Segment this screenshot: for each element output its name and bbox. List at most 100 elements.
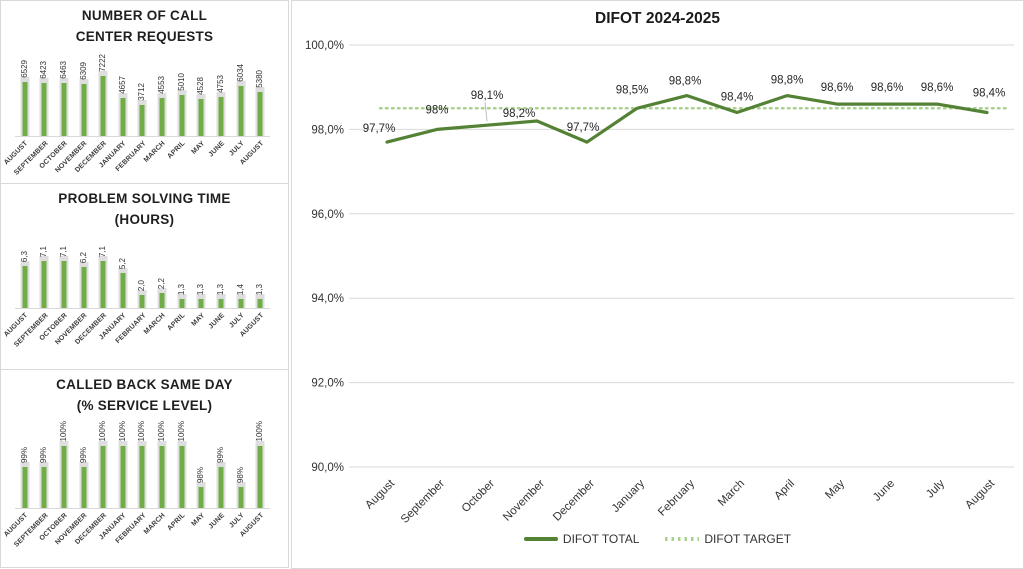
bar-column: 99% [15,446,35,508]
bar-column: 100% [172,421,192,508]
data-label: 98,6% [871,82,904,94]
bar [179,94,185,136]
bar-column: 7,1 [54,246,74,308]
x-axis-label: APRIL [166,511,187,533]
bar-column: 98% [191,446,211,508]
bar [139,104,145,136]
bar-value-label: 7,1 [59,245,69,257]
bar-column: 1,3 [172,258,192,308]
x-axis-label: JUNE [207,311,226,331]
bar-column: 6034 [231,64,251,136]
bar-value-label: 6529 [19,60,29,78]
bar-value-label: 1,4 [235,283,245,295]
x-axis-tick-label: September [399,478,447,526]
bar-column: 5,2 [113,258,133,308]
bar-value-label: 2,0 [137,279,147,291]
bar-value-label: 4657 [117,76,127,94]
bar-value-label: 5010 [176,73,186,91]
x-axis-tick-label: March [716,478,747,509]
data-label: 98,8% [669,76,702,88]
bar-column: 6463 [54,61,74,136]
y-axis-tick-label: 90,0% [311,462,344,474]
data-label: 98,6% [921,82,954,94]
bar-column: 1,3 [211,258,231,308]
bar [41,466,47,508]
bar-value-label: 3712 [137,83,147,101]
bar-column: 2,2 [152,258,172,308]
bar-value-label: 7,1 [39,245,49,257]
x-axis-label: MAY [190,511,207,528]
x-axis-tick-label: December [551,478,597,524]
chart-title-line: CENTER REQUESTS [75,28,214,44]
bar-value-label: 100% [117,421,127,442]
bar [41,82,47,136]
bar-column: 99% [211,446,231,508]
bar [257,91,263,136]
bar-value-label: 4528 [196,77,206,95]
difot-total-line [385,94,989,144]
bar-column: 7,1 [93,246,113,308]
data-label: 98,4% [973,88,1006,100]
bar [22,466,28,508]
bar [120,97,126,136]
bar-column: 7,1 [35,246,55,308]
bar [218,96,224,136]
left-chart-column: NUMBER OF CALL CENTER REQUESTS 6529 6423 6… [0,0,289,569]
data-label: 98,5% [616,84,649,96]
bar [218,466,224,508]
chart-title: PROBLEM SOLVING TIME (HOURS) [7,189,282,231]
chart-title-line: CALLED BACK SAME DAY [56,377,233,392]
chart-title-line: (HOURS) [114,211,175,227]
panel-problem-solving-time: PROBLEM SOLVING TIME (HOURS) 6,3 7,1 7,1 6,… [0,183,289,370]
bar [257,445,263,508]
bar-plot-area: 99% 99% 100% 99% 100% 100% 100% 100% 100% 98% 99% 9… [15,421,270,509]
x-axis-labels: AUGUST SEPTEMBER OCTOBER NOVEMBER DECEMBER JA… [3,509,270,565]
bar [218,298,224,308]
bar-column: 7222 [93,54,113,136]
bar-value-label: 1,3 [215,283,225,295]
bar-column: 100% [133,421,153,508]
bar-value-label: 100% [176,421,186,442]
bar-column: 5010 [172,73,192,136]
bar-value-label: 6,2 [78,251,88,263]
bar-value-label: 100% [255,421,265,442]
bar-column: 4553 [152,74,172,136]
bar [179,445,185,508]
bar [238,85,243,136]
chart-title: NUMBER OF CALL CENTER REQUESTS [7,6,282,48]
bar-value-label: 4553 [157,76,167,94]
chart-title: DIFOT 2024-2025 [595,10,720,27]
chart-title-line: PROBLEM SOLVING TIME [58,191,231,206]
bar [41,260,47,308]
bar-plot-area: 6,3 7,1 7,1 6,2 7,1 5,2 2,0 2,2 1,3 1,3 1,3 1,4 1,3 [15,246,270,309]
bar-value-label: 100% [98,421,108,442]
bar-value-label: 7222 [98,54,108,72]
legend-item-difot-total: DIFOT TOTAL [523,532,640,546]
bar-column: 4657 [113,74,133,136]
x-axis-tick-label: August [363,477,397,511]
x-axis-tick-label: January [610,477,648,515]
bar-column: 100% [152,421,172,508]
bar [139,294,145,308]
bar-column: 1,3 [191,258,211,308]
bar [120,272,126,308]
bar-column: 6,2 [74,252,94,308]
bar-value-label: 99% [39,446,49,463]
legend-label: DIFOT TOTAL [562,532,640,546]
bar-column: 100% [93,421,113,508]
x-axis-labels: AUGUST SEPTEMBER OCTOBER NOVEMBER DECEMBER JA… [3,137,270,183]
bar-value-label: 98% [196,466,206,483]
bar [61,260,67,308]
data-label: 98,1% [471,90,504,102]
data-label-leader-line [484,102,488,122]
bar-column: 1,3 [250,258,270,308]
x-axis-label: APRIL [166,139,187,161]
chart-title: CALLED BACK SAME DAY (% SERVICE LEVEL) [7,375,282,417]
panel-called-back-same-day: CALLED BACK SAME DAY (% SERVICE LEVEL) 9… [0,369,289,568]
bar [100,445,106,508]
bar-value-label: 1,3 [176,283,186,295]
bar [100,75,106,136]
x-axis-label: APRIL [166,311,187,333]
bar [61,82,67,136]
